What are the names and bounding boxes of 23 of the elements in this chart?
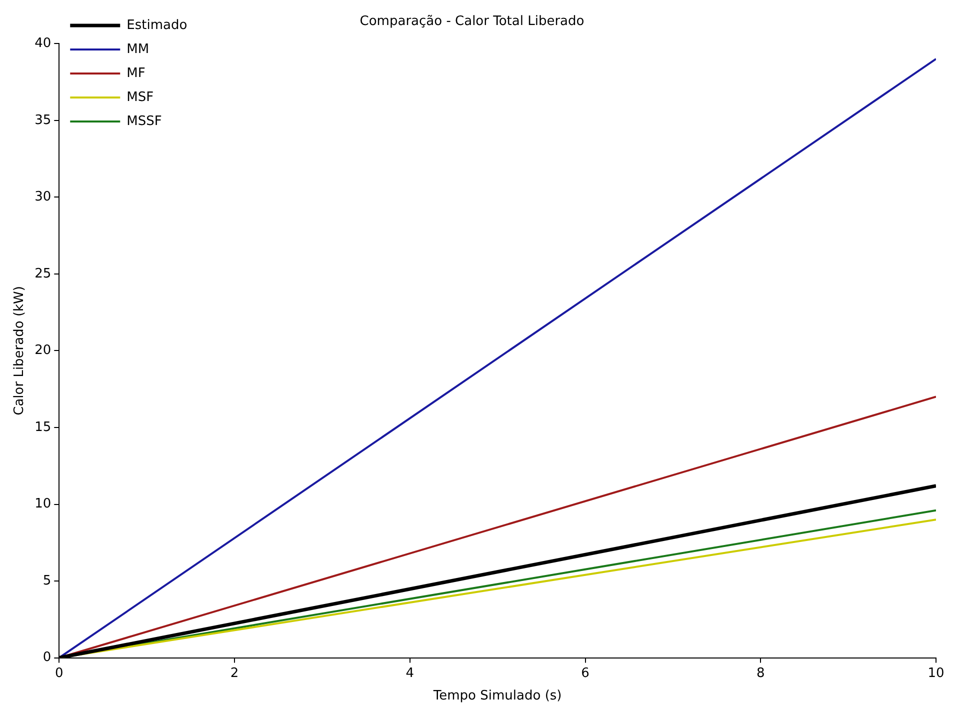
x-tick-label: 8 xyxy=(756,666,765,681)
y-tick-label: 0 xyxy=(42,650,52,666)
x-tick-label: 10 xyxy=(928,666,944,681)
y-tick-label: 20 xyxy=(34,343,52,358)
y-tick-label: 5 xyxy=(42,573,52,588)
legend-label: Estimado xyxy=(126,18,188,33)
x-tick-label: 4 xyxy=(406,666,414,681)
y-tick-label: 15 xyxy=(34,420,52,435)
x-axis-title: Tempo Simulado (s) xyxy=(432,688,562,704)
legend-label: MSSF xyxy=(126,114,162,129)
x-tick-label: 2 xyxy=(230,666,239,681)
y-tick-label: 10 xyxy=(34,496,52,512)
y-tick-label: 30 xyxy=(34,190,52,205)
legend-label: MSF xyxy=(126,90,154,105)
x-tick-label: 6 xyxy=(581,666,590,681)
y-tick-label: 40 xyxy=(34,36,52,51)
chart-title: Comparação - Calor Total Liberado xyxy=(360,14,584,30)
y-tick-label: 35 xyxy=(34,112,52,128)
legend-label: MM xyxy=(126,42,150,57)
x-tick-label: 0 xyxy=(55,666,64,681)
legend-label: MF xyxy=(126,66,146,81)
y-tick-label: 25 xyxy=(34,266,52,282)
y-axis-title: Calor Liberado (kW) xyxy=(12,286,28,416)
